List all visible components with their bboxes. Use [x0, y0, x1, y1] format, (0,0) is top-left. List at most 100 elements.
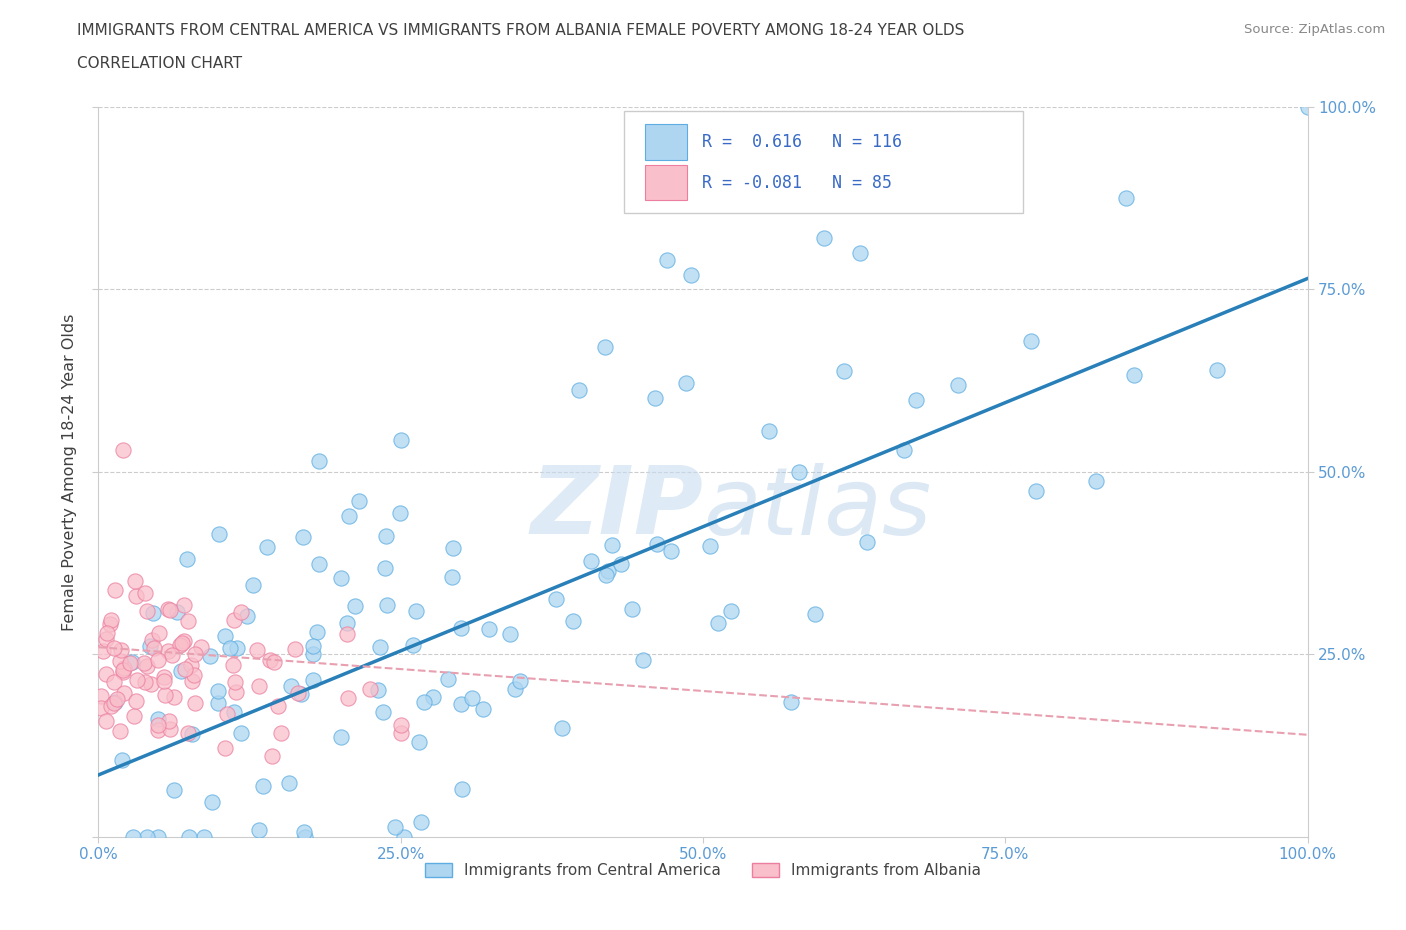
Point: [214, 741, 236, 756]
Point: [1296, 100, 1319, 114]
Point: [153, 687, 176, 702]
Point: [100, 613, 122, 628]
Point: [450, 696, 472, 711]
Point: [413, 695, 436, 710]
Point: [600, 538, 623, 552]
Point: [893, 443, 915, 458]
Point: [90, 700, 112, 715]
Point: [270, 725, 292, 740]
Point: [330, 729, 353, 744]
Point: [256, 539, 278, 554]
Point: [177, 830, 200, 844]
Point: [368, 640, 391, 655]
Point: [367, 683, 389, 698]
Point: [284, 642, 307, 657]
Point: [184, 647, 207, 662]
Point: [247, 679, 270, 694]
Point: [104, 583, 127, 598]
Point: [1122, 368, 1144, 383]
Point: [148, 625, 170, 640]
Point: [374, 561, 396, 576]
Point: [134, 674, 156, 689]
Point: [124, 589, 146, 604]
Point: [499, 626, 522, 641]
Point: [1115, 191, 1137, 206]
Point: [699, 538, 721, 553]
Point: [246, 643, 269, 658]
Point: [402, 638, 425, 653]
Point: [803, 606, 825, 621]
Point: [461, 690, 484, 705]
Point: [437, 671, 460, 686]
Point: [94, 667, 117, 682]
Point: [110, 643, 132, 658]
Point: [551, 721, 574, 736]
Point: [103, 641, 125, 656]
Point: [198, 649, 221, 664]
Point: [229, 725, 252, 740]
FancyBboxPatch shape: [645, 166, 688, 200]
Point: [166, 604, 188, 619]
Point: [111, 752, 134, 767]
Point: [190, 640, 212, 655]
Point: [408, 735, 430, 750]
Text: ZIP: ZIP: [530, 462, 703, 554]
Point: [110, 653, 132, 668]
Point: [263, 655, 285, 670]
Point: [98, 617, 121, 631]
Y-axis label: Female Poverty Among 18-24 Year Olds: Female Poverty Among 18-24 Year Olds: [62, 313, 77, 631]
Point: [163, 690, 186, 705]
Point: [180, 726, 202, 741]
Point: [305, 625, 328, 640]
Point: [225, 640, 247, 655]
Point: [308, 453, 330, 468]
Point: [157, 602, 180, 617]
Point: [450, 781, 472, 796]
Point: [124, 709, 146, 724]
Point: [136, 830, 159, 844]
Point: [224, 674, 246, 689]
Point: [595, 568, 617, 583]
Point: [222, 658, 245, 672]
Point: [780, 695, 803, 710]
Point: [620, 601, 643, 616]
Point: [371, 704, 394, 719]
FancyBboxPatch shape: [645, 125, 688, 160]
Point: [302, 646, 325, 661]
Point: [141, 632, 163, 647]
Point: [946, 378, 969, 392]
Point: [146, 717, 169, 732]
Point: [290, 686, 312, 701]
Point: [409, 815, 432, 830]
Point: [336, 615, 359, 630]
Point: [758, 424, 780, 439]
Point: [509, 673, 531, 688]
Text: CORRELATION CHART: CORRELATION CHART: [77, 56, 242, 71]
Point: [905, 392, 928, 407]
Point: [1084, 473, 1107, 488]
Point: [856, 535, 879, 550]
Point: [96, 626, 118, 641]
Point: [159, 721, 181, 736]
Point: [142, 641, 165, 656]
Point: [302, 638, 325, 653]
Point: [561, 614, 583, 629]
Point: [789, 464, 811, 479]
Point: [659, 543, 682, 558]
Point: [124, 574, 146, 589]
Point: [111, 443, 134, 458]
Point: [645, 537, 668, 551]
Point: [219, 640, 242, 655]
Point: [125, 672, 148, 687]
Point: [375, 598, 398, 613]
Point: [160, 647, 183, 662]
Point: [225, 684, 247, 699]
Point: [141, 677, 163, 692]
Point: [389, 725, 412, 740]
Point: [706, 616, 728, 631]
Point: [103, 696, 125, 711]
Point: [277, 776, 299, 790]
Point: [388, 506, 411, 521]
Legend: Immigrants from Central America, Immigrants from Albania: Immigrants from Central America, Immigra…: [419, 857, 987, 884]
Point: [598, 564, 620, 578]
